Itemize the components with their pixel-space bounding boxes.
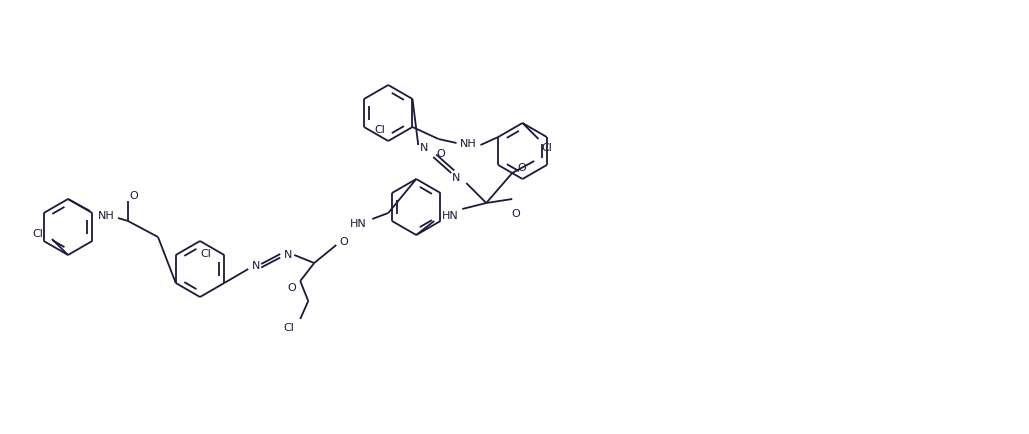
Text: HN: HN <box>350 218 366 228</box>
Text: O: O <box>288 283 296 293</box>
Text: NH: NH <box>98 210 114 220</box>
Text: Cl: Cl <box>375 125 386 135</box>
Text: O: O <box>340 237 349 247</box>
Text: Cl: Cl <box>32 228 43 238</box>
Text: HN: HN <box>441 210 459 220</box>
Text: N: N <box>420 143 428 153</box>
Text: O: O <box>518 163 527 173</box>
Text: O: O <box>130 191 138 201</box>
Text: O: O <box>511 208 521 218</box>
Text: N: N <box>252 260 260 270</box>
Text: N: N <box>452 173 460 183</box>
Text: Cl: Cl <box>201 248 211 258</box>
Text: N: N <box>284 250 292 260</box>
Text: O: O <box>436 149 445 159</box>
Text: Cl: Cl <box>283 322 294 332</box>
Text: Cl: Cl <box>541 143 552 153</box>
Text: NH: NH <box>460 139 476 149</box>
